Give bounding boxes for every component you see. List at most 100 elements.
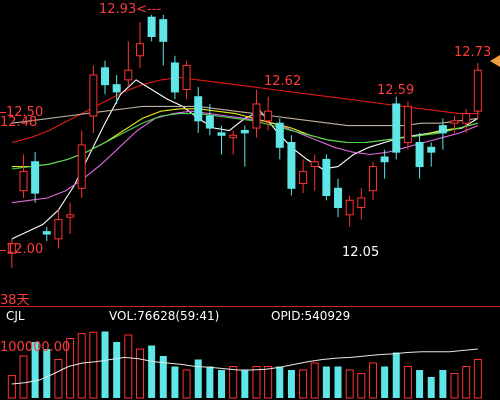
- candle: [275, 118, 284, 160]
- candle: [89, 65, 98, 133]
- candle: [252, 89, 261, 138]
- volume-bar: [264, 366, 273, 399]
- candle: [194, 87, 203, 133]
- candle-body: [334, 187, 343, 209]
- candle-body: [205, 115, 214, 129]
- candle-body: [217, 132, 226, 136]
- volume-bar: [416, 370, 424, 398]
- candle-body: [264, 110, 273, 122]
- candle: [264, 96, 273, 131]
- volume-bar: [345, 369, 354, 399]
- low-price-label: 12.05: [342, 245, 380, 260]
- volume-bar: [54, 359, 63, 399]
- candle-body: [415, 142, 424, 168]
- volume-bar: [171, 366, 179, 398]
- volume-bar: [450, 373, 459, 399]
- candle: [182, 60, 191, 100]
- candle-body: [89, 74, 98, 117]
- candle: [205, 103, 214, 136]
- candle-body: [101, 67, 110, 86]
- candle-body: [194, 96, 203, 122]
- volume-bar: [194, 359, 202, 398]
- candle: [170, 55, 179, 100]
- volume-bar: [148, 345, 156, 398]
- candle-body: [368, 166, 377, 192]
- candle: [438, 118, 447, 150]
- volume-bar: [276, 366, 284, 398]
- candle-body: [54, 219, 63, 240]
- candle-body: [240, 129, 249, 134]
- candle-body: [357, 197, 366, 209]
- candle-body: [275, 122, 284, 148]
- candle-body: [322, 158, 331, 196]
- volume-bar: [241, 370, 249, 398]
- price-candles: [7, 14, 482, 268]
- candle-body: [19, 170, 28, 192]
- candle-body: [299, 170, 308, 184]
- candle: [112, 75, 121, 104]
- volume-bar: [427, 377, 435, 398]
- candle: [310, 154, 319, 191]
- candle: [66, 202, 75, 235]
- volume-bar: [89, 331, 98, 399]
- volume-readout: VOL:76628(59:41): [109, 309, 220, 323]
- candle-body: [112, 84, 121, 93]
- opid-readout: OPID:540929: [271, 309, 351, 323]
- candle-body: [345, 199, 354, 216]
- axis-label-ref: 12.48: [0, 115, 38, 130]
- candle: [427, 142, 436, 167]
- volume-bar: [392, 352, 400, 398]
- volume-average-line: [11, 348, 478, 385]
- candle-body: [392, 103, 401, 153]
- axis-label-low: 12.00: [6, 242, 44, 257]
- candle: [240, 125, 249, 167]
- volume-bars: [7, 331, 482, 399]
- volume-bar: [135, 348, 144, 399]
- volume-symbol: CJL: [6, 309, 25, 323]
- candle: [392, 96, 401, 160]
- volume-bar: [31, 342, 39, 398]
- candle-body: [229, 134, 238, 139]
- candle: [147, 14, 156, 42]
- candle-body: [42, 231, 51, 235]
- axis-label-top: 12.50: [6, 105, 44, 120]
- volume-bar: [124, 334, 133, 399]
- candle-body: [252, 103, 261, 129]
- last-high-price-label: 12.73: [454, 45, 492, 60]
- candle-body: [159, 19, 168, 42]
- candle: [450, 116, 459, 133]
- volume-bar: [252, 366, 261, 399]
- candle: [334, 178, 343, 218]
- period-label: 38天: [0, 293, 30, 308]
- volume-bar: [182, 369, 191, 399]
- volume-bar: [357, 373, 366, 399]
- candle: [229, 130, 238, 155]
- candle: [135, 22, 144, 68]
- candle-body: [135, 43, 144, 57]
- volume-bar: [368, 362, 377, 399]
- candle-body: [380, 156, 389, 163]
- candle: [19, 154, 28, 198]
- volume-bar: [403, 366, 412, 399]
- candle-body: [403, 105, 412, 144]
- peak-right-price-label: 12.59: [377, 83, 415, 98]
- high-price-label: 12.93<---: [99, 2, 162, 17]
- candle-body: [7, 243, 16, 254]
- candle: [77, 130, 86, 198]
- candle-body: [170, 62, 179, 93]
- candle-body: [182, 64, 191, 90]
- candle: [403, 101, 412, 150]
- volume-bar: [439, 370, 447, 398]
- volume-bar: [159, 356, 167, 398]
- volume-ma-line: [11, 348, 478, 385]
- volume-bar: [66, 338, 75, 399]
- volume-bar: [43, 349, 51, 398]
- volume-bar: [473, 359, 482, 399]
- candle: [473, 63, 482, 119]
- candle-body: [66, 214, 75, 218]
- volume-bar: [334, 366, 342, 398]
- candle-body: [462, 113, 471, 124]
- volume-bar: [287, 370, 295, 398]
- candle-body: [31, 161, 40, 194]
